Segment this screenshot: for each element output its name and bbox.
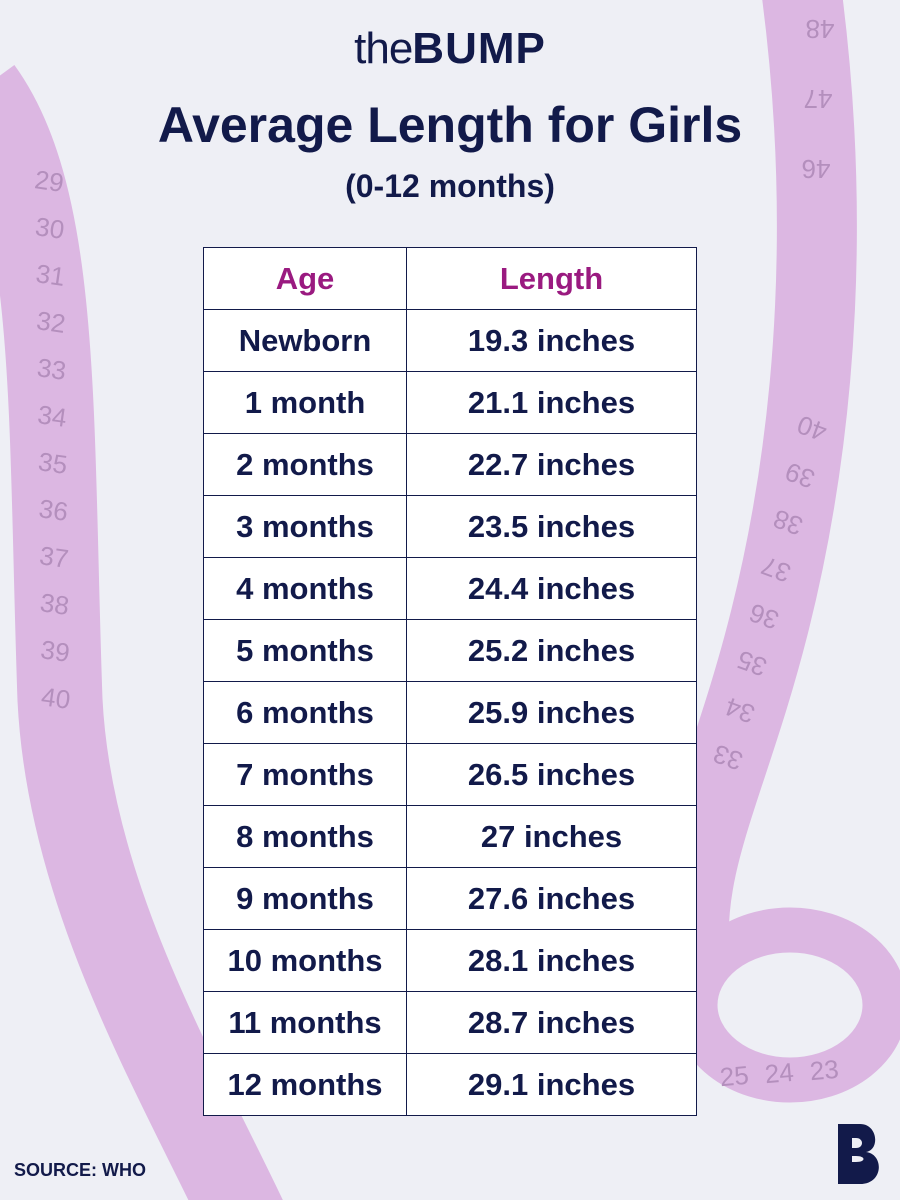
length-cell: 26.5 inches bbox=[406, 743, 697, 806]
length-cell: 28.7 inches bbox=[406, 991, 697, 1054]
length-table: Age Length Newborn 19.3 inches 1 month 21.1… bbox=[203, 247, 697, 1116]
length-cell: 27.6 inches bbox=[406, 867, 697, 930]
logo-name: BUMP bbox=[412, 24, 546, 73]
title: Average Length for Girls bbox=[157, 97, 743, 153]
age-cell: 1 month bbox=[203, 371, 407, 434]
tape-mark: 30 bbox=[33, 211, 66, 245]
tape-mark: 39 bbox=[39, 634, 72, 668]
length-cell: 27 inches bbox=[406, 805, 697, 868]
age-cell: 10 months bbox=[203, 929, 407, 992]
table-row: 8 months 27 inches bbox=[203, 805, 697, 868]
table-row: 6 months 25.9 inches bbox=[203, 681, 697, 744]
tape-mark: 32 bbox=[35, 305, 68, 339]
left-tape bbox=[0, 65, 283, 1200]
age-cell: 4 months bbox=[203, 557, 407, 620]
table-row: 10 months 28.1 inches bbox=[203, 929, 697, 992]
tape-mark: 37 bbox=[38, 540, 71, 574]
header-row: Age Length bbox=[203, 247, 697, 310]
tape-mark: 23 bbox=[809, 1054, 840, 1086]
tape-mark: 35 bbox=[36, 446, 69, 480]
table-row: 11 months 28.7 inches bbox=[203, 991, 697, 1054]
table-row: Newborn 19.3 inches bbox=[203, 309, 697, 372]
table-row: 12 months 29.1 inches bbox=[203, 1053, 697, 1116]
length-cell: 19.3 inches bbox=[406, 309, 697, 372]
age-cell: 9 months bbox=[203, 867, 407, 930]
length-cell: 21.1 inches bbox=[406, 371, 697, 434]
age-cell: 11 months bbox=[203, 991, 407, 1054]
length-cell: 22.7 inches bbox=[406, 433, 697, 496]
tape-mark: 48 bbox=[806, 14, 835, 44]
right-tape bbox=[648, 0, 857, 964]
length-cell: 24.4 inches bbox=[406, 557, 697, 620]
column-header: Length bbox=[406, 247, 697, 310]
table-row: 1 month 21.1 inches bbox=[203, 371, 697, 434]
length-cell: 25.9 inches bbox=[406, 681, 697, 744]
tape-mark: 38 bbox=[38, 587, 71, 621]
length-cell: 29.1 inches bbox=[406, 1053, 697, 1116]
logo: theBUMP bbox=[0, 24, 900, 74]
subtitle: (0-12 months) bbox=[345, 168, 555, 204]
table-row: 3 months 23.5 inches bbox=[203, 495, 697, 558]
age-cell: 12 months bbox=[203, 1053, 407, 1116]
age-cell: 8 months bbox=[203, 805, 407, 868]
brand-icon bbox=[838, 1124, 879, 1184]
length-cell: 25.2 inches bbox=[406, 619, 697, 682]
tape-mark: 46 bbox=[802, 154, 831, 184]
age-cell: 3 months bbox=[203, 495, 407, 558]
logo-prefix: the bbox=[354, 24, 413, 73]
tape-mark: 47 bbox=[804, 84, 833, 114]
tape-mark: 31 bbox=[34, 258, 67, 292]
tape-mark: 36 bbox=[37, 493, 70, 527]
tape-mark: 24 bbox=[764, 1057, 795, 1089]
table-row: 2 months 22.7 inches bbox=[203, 433, 697, 496]
age-cell: 5 months bbox=[203, 619, 407, 682]
source: SOURCE: WHO bbox=[14, 1160, 146, 1180]
table-row: 7 months 26.5 inches bbox=[203, 743, 697, 806]
table-row: 9 months 27.6 inches bbox=[203, 867, 697, 930]
length-cell: 28.1 inches bbox=[406, 929, 697, 992]
tape-mark: 29 bbox=[33, 164, 66, 198]
column-header: Age bbox=[203, 247, 407, 310]
age-cell: 2 months bbox=[203, 433, 407, 496]
tape-mark: 40 bbox=[39, 681, 72, 715]
table-row: 4 months 24.4 inches bbox=[203, 557, 697, 620]
length-cell: 23.5 inches bbox=[406, 495, 697, 558]
table-row: 5 months 25.2 inches bbox=[203, 619, 697, 682]
tape-mark: 33 bbox=[35, 352, 68, 386]
age-cell: Newborn bbox=[203, 309, 407, 372]
tape-mark: 25 bbox=[719, 1060, 750, 1092]
age-cell: 6 months bbox=[203, 681, 407, 744]
tape-mark: 34 bbox=[36, 399, 69, 433]
age-cell: 7 months bbox=[203, 743, 407, 806]
